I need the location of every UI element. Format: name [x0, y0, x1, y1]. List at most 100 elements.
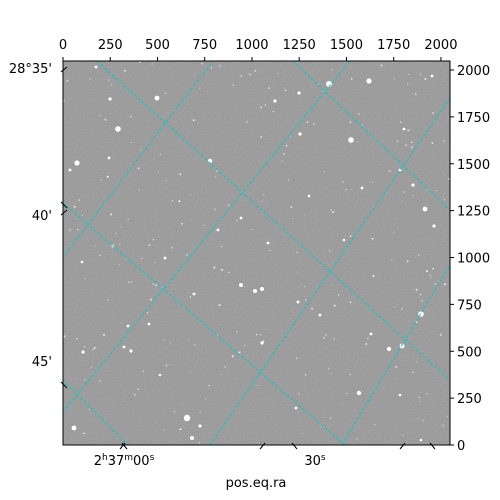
faint-star — [350, 78, 353, 80]
star — [108, 97, 112, 101]
star — [158, 373, 162, 377]
faint-star — [110, 84, 113, 86]
faint-star — [304, 213, 306, 216]
faint-star — [331, 284, 333, 286]
faint-star — [83, 432, 85, 435]
faint-star — [408, 73, 410, 76]
faint-star — [371, 237, 374, 240]
faint-star — [133, 393, 136, 396]
x-tick-label: 750 — [192, 38, 217, 53]
faint-star — [393, 306, 395, 308]
star — [318, 313, 322, 317]
faint-star — [119, 243, 121, 246]
faint-star — [214, 175, 217, 178]
faint-star — [415, 288, 418, 291]
faint-star — [236, 219, 238, 222]
faint-star — [187, 292, 189, 294]
faint-star — [269, 249, 271, 252]
faint-star — [92, 348, 94, 351]
star — [239, 283, 243, 287]
faint-star — [194, 344, 196, 347]
grid-line — [96, 61, 450, 381]
faint-star — [103, 333, 105, 336]
faint-star — [107, 299, 109, 302]
faint-star — [281, 160, 283, 162]
faint-star — [181, 222, 183, 225]
faint-star — [199, 411, 201, 414]
star — [360, 186, 364, 190]
faint-star — [259, 334, 262, 336]
faint-star — [403, 191, 405, 193]
faint-star — [221, 268, 223, 271]
faint-star — [165, 180, 167, 182]
star — [239, 216, 243, 220]
x-tick-label: 1500 — [330, 38, 363, 53]
star — [253, 289, 257, 293]
star — [68, 168, 72, 172]
star — [294, 406, 298, 410]
star — [126, 324, 130, 328]
faint-star — [311, 307, 314, 310]
faint-star — [330, 373, 332, 375]
faint-star — [292, 217, 294, 220]
faint-star — [120, 226, 122, 228]
faint-star — [402, 434, 404, 436]
faint-star — [215, 170, 218, 173]
grid-line — [63, 379, 129, 445]
faint-star — [123, 69, 126, 72]
faint-star — [219, 65, 222, 67]
faint-star — [349, 235, 352, 238]
faint-star — [356, 438, 358, 440]
faint-star — [165, 364, 168, 367]
dec-tick-mark — [60, 209, 68, 216]
faint-star — [401, 200, 403, 202]
faint-star — [99, 114, 102, 117]
ra-tick-label-1: 2h37m00s — [94, 453, 155, 469]
star — [198, 424, 202, 428]
faint-star — [205, 398, 207, 400]
faint-star — [380, 64, 383, 67]
faint-star — [213, 266, 216, 269]
y-tick-label: 0 — [457, 439, 465, 454]
faint-star — [179, 428, 182, 431]
faint-star — [290, 310, 292, 312]
faint-star — [127, 218, 130, 221]
faint-star — [396, 140, 399, 143]
faint-star — [260, 106, 263, 109]
faint-star — [243, 344, 246, 347]
star — [74, 160, 80, 166]
faint-star — [289, 317, 291, 319]
faint-star — [254, 69, 257, 72]
faint-star — [391, 61, 393, 63]
faint-star — [296, 251, 298, 254]
faint-star — [146, 312, 149, 314]
star — [297, 91, 301, 95]
faint-star — [417, 254, 420, 257]
faint-star — [404, 191, 406, 193]
star — [190, 436, 194, 440]
faint-star — [438, 281, 440, 283]
faint-star — [228, 271, 230, 274]
faint-star — [401, 137, 403, 139]
x-pixel-axis-top: 0 250 500 750 1000 1250 1500 1750 2000 — [59, 38, 457, 61]
faint-star — [304, 299, 307, 301]
faint-star — [130, 142, 132, 144]
star — [411, 183, 415, 187]
faint-star — [238, 351, 241, 354]
faint-star — [214, 208, 216, 211]
faint-star — [199, 87, 201, 89]
faint-star — [355, 409, 357, 412]
faint-star — [104, 118, 107, 121]
faint-star — [356, 141, 359, 143]
sky-image — [63, 61, 450, 445]
faint-star — [74, 425, 76, 427]
faint-star — [349, 301, 352, 303]
faint-star — [249, 73, 252, 76]
faint-star — [148, 244, 151, 247]
star-field — [63, 61, 450, 445]
faint-star — [139, 61, 141, 64]
faint-star — [208, 384, 210, 387]
dec-axis-left: 28°35' 40' 45' — [9, 62, 68, 389]
ra-seconds-unit: s — [321, 453, 326, 463]
y-tick-label: 1000 — [457, 252, 490, 267]
